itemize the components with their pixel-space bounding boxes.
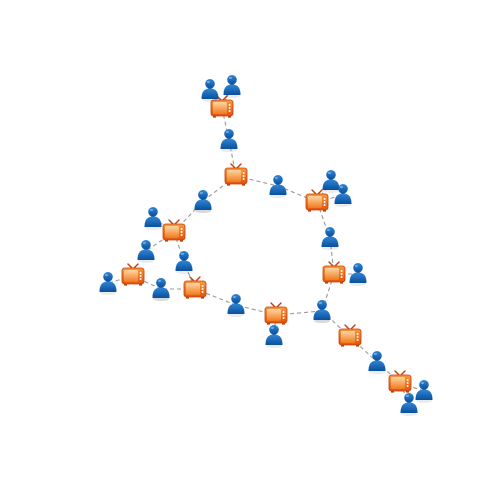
edge-p10-tv6 [376,361,401,384]
person-icon [322,170,340,193]
person-icon [220,129,238,152]
person-icon [349,263,367,286]
person-icon [144,207,162,230]
person-icon [368,351,386,374]
person-icon [223,75,241,98]
edge-tv6-p22 [399,382,425,392]
person-icon [137,240,155,263]
tv-icon [305,189,329,212]
tv-icon [264,302,288,325]
tv-icon [322,261,346,284]
person-icon [265,325,283,348]
person-icon [400,393,418,416]
person-icon [99,272,117,295]
person-icon [201,79,219,102]
person-icon [321,227,339,250]
node-layer [99,75,433,416]
edge-tv9-p16 [145,231,175,252]
person-icon [415,380,433,403]
person-icon [175,251,193,274]
edge-p13-tv10 [132,275,162,290]
person-icon [152,278,170,301]
tv-icon [388,370,412,393]
edge-tv1-p3 [221,107,230,141]
person-icon [194,190,212,213]
tv-icon [162,219,186,242]
tv-icon [224,163,248,186]
edge-tv10-p17 [107,275,134,284]
tv-icon [210,95,234,118]
person-icon [269,175,287,198]
person-icon [227,294,245,317]
edge-p15-tv9 [173,231,185,263]
tv-icon [121,263,145,286]
person-icon [334,184,352,207]
tv-icon [183,276,207,299]
person-icon [313,300,331,323]
tv-icon [338,324,362,347]
edge-tv5-p10 [349,336,378,363]
